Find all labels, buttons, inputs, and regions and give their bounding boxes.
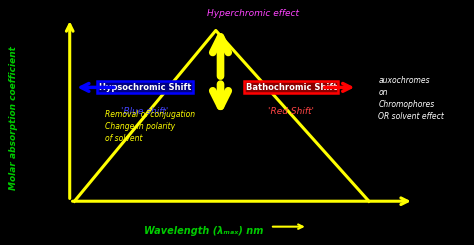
Text: 'Blue shift': 'Blue shift': [121, 107, 169, 116]
Text: 'Red Shift': 'Red Shift': [268, 107, 314, 116]
Text: Wavelength (λₘₐₓ) nm: Wavelength (λₘₐₓ) nm: [144, 226, 264, 236]
Text: Molar absorption coefficient: Molar absorption coefficient: [9, 46, 18, 190]
Text: Removal of conjugation
Change in polarity
of solvent: Removal of conjugation Change in polarit…: [105, 110, 195, 143]
Text: Bathochromic Shift: Bathochromic Shift: [246, 83, 337, 92]
Text: Hyperchromic effect: Hyperchromic effect: [208, 9, 300, 18]
Text: Hypsochromic Shift: Hypsochromic Shift: [99, 83, 191, 92]
Text: auxochromes
on
Chromophores
OR solvent effect: auxochromes on Chromophores OR solvent e…: [378, 76, 444, 121]
